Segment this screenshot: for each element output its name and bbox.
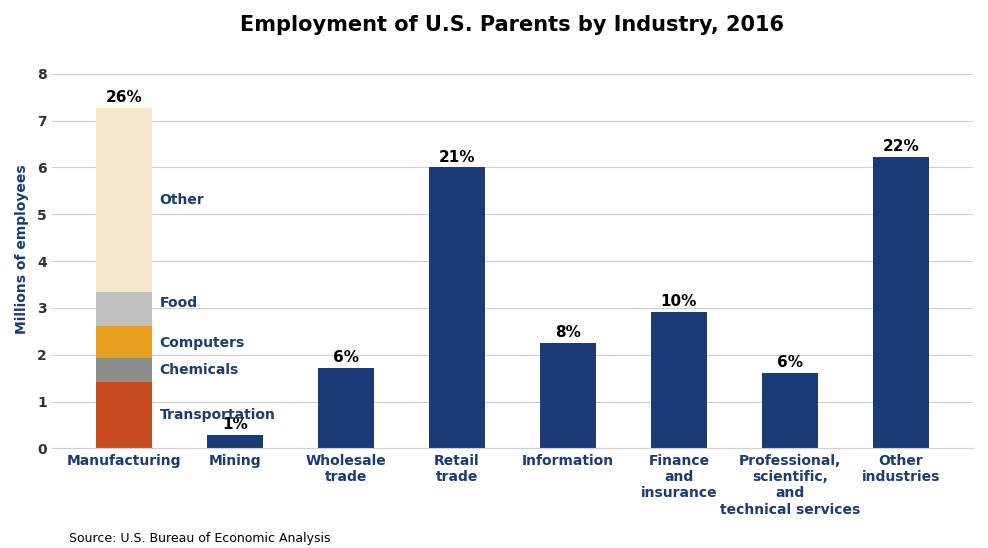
Text: Other: Other xyxy=(160,193,205,207)
Bar xyxy=(762,373,818,448)
Bar xyxy=(97,326,152,358)
Y-axis label: Millions of employees: Millions of employees xyxy=(15,164,29,334)
Text: 6%: 6% xyxy=(333,350,359,365)
Text: Computers: Computers xyxy=(160,335,245,350)
Bar xyxy=(97,107,152,292)
Text: 21%: 21% xyxy=(439,150,475,165)
Title: Employment of U.S. Parents by Industry, 2016: Employment of U.S. Parents by Industry, … xyxy=(240,15,784,35)
Bar xyxy=(318,368,373,448)
Bar xyxy=(97,292,152,326)
Text: 6%: 6% xyxy=(777,355,803,370)
Bar xyxy=(429,168,485,448)
Text: Food: Food xyxy=(160,296,198,310)
Text: 10%: 10% xyxy=(661,294,698,309)
Text: Transportation: Transportation xyxy=(160,408,276,422)
Text: 1%: 1% xyxy=(222,418,248,432)
Bar xyxy=(207,435,263,448)
Bar xyxy=(97,382,152,448)
Text: 26%: 26% xyxy=(106,90,142,105)
Bar xyxy=(97,358,152,382)
Text: 22%: 22% xyxy=(882,139,919,155)
Text: Chemicals: Chemicals xyxy=(160,363,239,376)
Text: Source: U.S. Bureau of Economic Analysis: Source: U.S. Bureau of Economic Analysis xyxy=(69,532,331,545)
Bar xyxy=(873,157,929,448)
Text: 8%: 8% xyxy=(555,326,581,340)
Bar xyxy=(540,343,596,448)
Bar xyxy=(651,312,706,448)
